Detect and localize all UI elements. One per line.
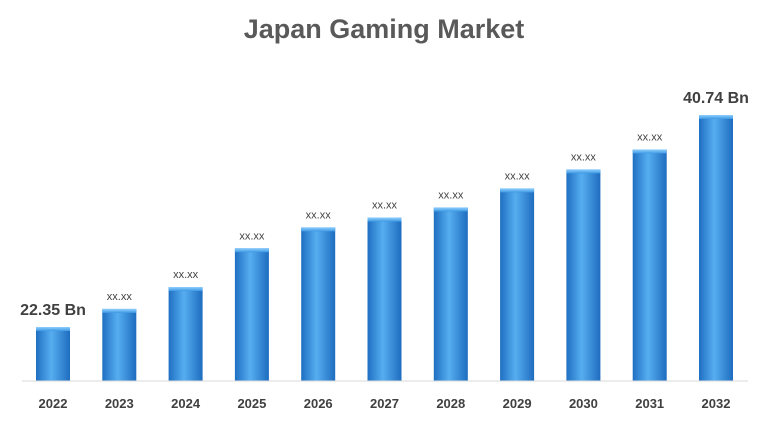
x-tick-2030: 2030 xyxy=(569,396,598,411)
bar-cap-2031 xyxy=(632,149,667,154)
bar-2030 xyxy=(566,169,601,381)
bar-cap-2032 xyxy=(699,115,733,119)
data-label-2031: xx.xx xyxy=(637,131,663,143)
bar-cap-2027 xyxy=(367,217,402,222)
data-label-2032: 40.74 Bn xyxy=(683,90,749,107)
x-tick-2028: 2028 xyxy=(436,396,465,411)
bar-cap-2025 xyxy=(234,248,269,253)
data-label-2026: xx.xx xyxy=(306,209,332,221)
data-label-2027: xx.xx xyxy=(372,200,398,212)
data-label-2022: 22.35 Bn xyxy=(20,302,86,319)
bar-2023 xyxy=(102,308,137,381)
bar-cap-2023 xyxy=(102,308,137,313)
x-tick-2029: 2029 xyxy=(503,396,532,411)
bar-2025 xyxy=(234,248,269,381)
data-label-2024: xx.xx xyxy=(173,269,199,281)
bar-2028 xyxy=(433,207,468,381)
bar-2026 xyxy=(301,227,336,381)
bar-cap-2029 xyxy=(500,188,535,193)
chart-title: Japan Gaming Market xyxy=(243,14,525,44)
data-label-2025: xx.xx xyxy=(239,230,265,242)
bar-cap-2026 xyxy=(301,227,336,232)
bar-cap-2024 xyxy=(168,286,203,291)
bar-cap-2022 xyxy=(36,327,70,331)
bar-2032 xyxy=(699,115,733,381)
bar-2022 xyxy=(36,327,70,381)
x-tick-2027: 2027 xyxy=(370,396,399,411)
bar-2027 xyxy=(367,217,402,381)
x-tick-2025: 2025 xyxy=(237,396,266,411)
bar-cap-2028 xyxy=(433,207,468,212)
x-tick-2032: 2032 xyxy=(702,396,731,411)
x-tick-2026: 2026 xyxy=(304,396,333,411)
data-label-2029: xx.xx xyxy=(505,170,531,182)
bar-2031 xyxy=(632,149,667,381)
bar-2024 xyxy=(168,286,203,381)
bar-cap-2030 xyxy=(566,169,601,174)
bar-2029 xyxy=(500,188,535,381)
x-tick-2024: 2024 xyxy=(171,396,201,411)
x-tick-2023: 2023 xyxy=(105,396,134,411)
data-label-2028: xx.xx xyxy=(438,189,464,201)
data-label-2030: xx.xx xyxy=(571,151,597,163)
x-tick-2031: 2031 xyxy=(635,396,664,411)
data-label-2023: xx.xx xyxy=(107,291,133,303)
x-tick-2022: 2022 xyxy=(39,396,68,411)
